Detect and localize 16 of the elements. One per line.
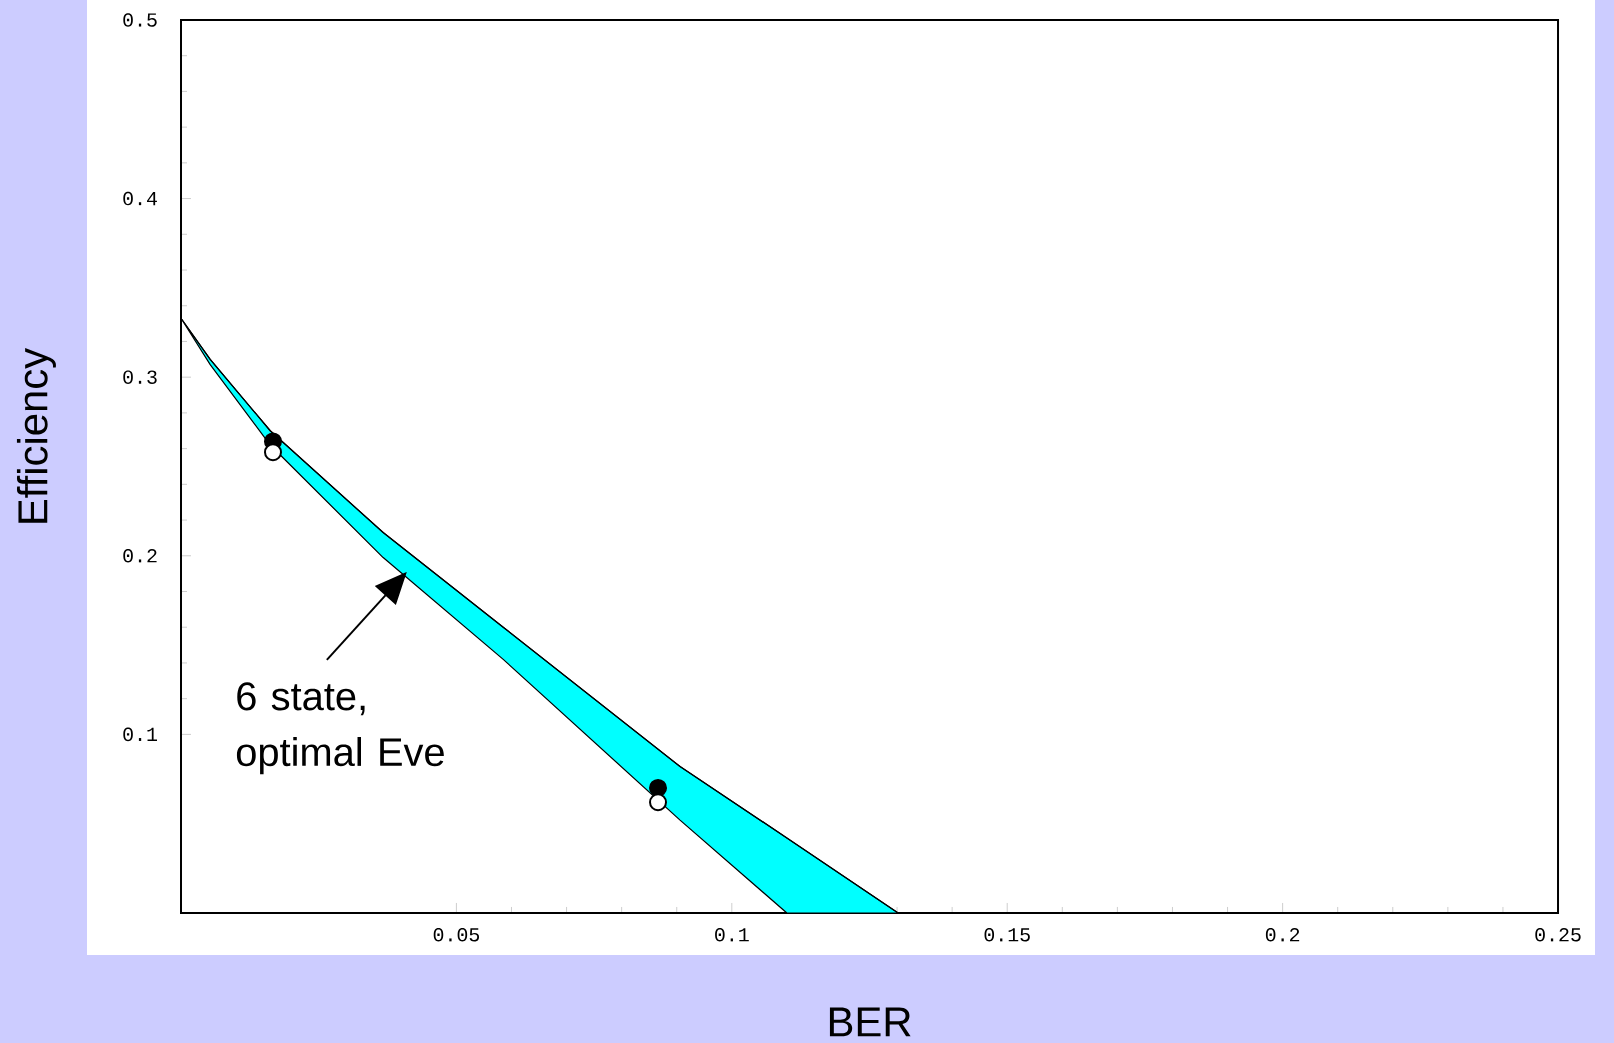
x-tick-label: 0.1: [715, 928, 749, 942]
annotation: 6 state, optimal Eve: [236, 682, 444, 775]
y-tick-label: 0.5: [123, 13, 157, 27]
y-axis-title: Efficiency: [16, 347, 56, 523]
point: [649, 778, 668, 797]
x-axis-title: BER: [829, 1007, 911, 1037]
y-tick-label: 0.1: [123, 727, 158, 742]
x-tick-label: 0.05: [433, 928, 480, 942]
y-tick-label: 0.2: [123, 549, 157, 563]
point: [649, 793, 668, 812]
y-tick-label: 0.3: [123, 370, 157, 384]
x-tick-label: 0.25: [1535, 928, 1581, 942]
point: [263, 443, 282, 462]
y-tick-label: 0.4: [123, 191, 157, 206]
x-tick-label: 0.2: [1265, 928, 1300, 942]
x-tick-label: 0.15: [984, 928, 1030, 942]
